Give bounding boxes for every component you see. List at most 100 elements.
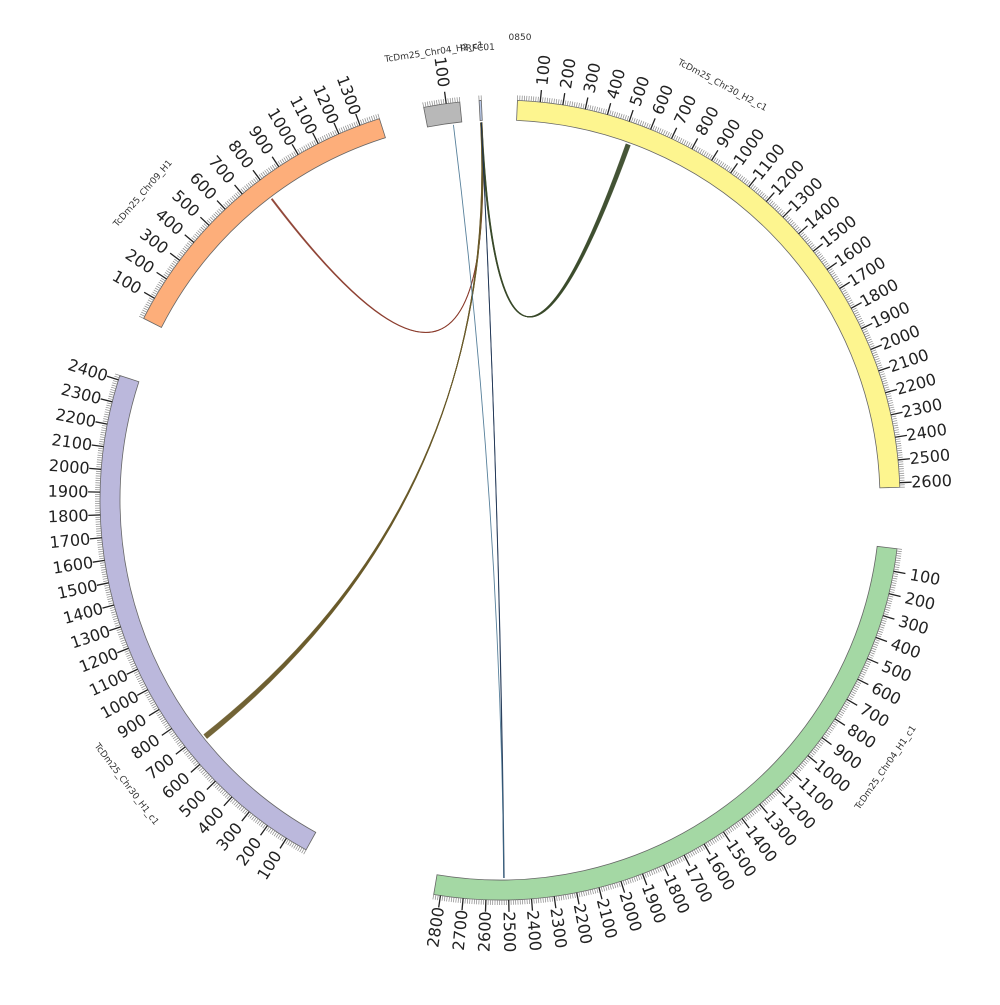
major-tick	[672, 128, 677, 139]
tick-label: 1600	[51, 553, 94, 578]
minor-tick	[816, 745, 820, 748]
minor-tick	[812, 750, 816, 753]
minor-tick	[183, 248, 187, 251]
minor-tick	[296, 845, 299, 849]
minor-tick	[887, 600, 892, 601]
minor-tick	[187, 754, 191, 757]
minor-tick	[788, 778, 792, 781]
minor-tick	[886, 394, 891, 395]
major-tick	[858, 679, 869, 684]
minor-tick	[205, 775, 209, 778]
minor-tick	[105, 590, 110, 591]
minor-tick	[747, 814, 750, 818]
minor-tick	[893, 423, 898, 424]
major-tick	[889, 594, 901, 597]
minor-tick	[803, 761, 807, 764]
minor-tick	[246, 184, 249, 188]
minor-tick	[659, 128, 661, 133]
minor-tick	[828, 728, 832, 731]
minor-tick	[696, 147, 698, 151]
minor-tick	[872, 648, 877, 650]
minor-tick	[541, 898, 542, 903]
minor-tick	[865, 663, 870, 665]
minor-tick	[623, 115, 625, 120]
tick-label: 2500	[909, 445, 951, 468]
minor-tick	[849, 695, 853, 697]
minor-tick	[636, 119, 638, 124]
minor-tick	[896, 443, 901, 444]
minor-tick	[882, 380, 887, 381]
minor-tick	[280, 160, 283, 164]
minor-tick	[574, 102, 575, 107]
minor-tick	[566, 895, 567, 900]
minor-tick	[785, 781, 789, 785]
major-tick	[851, 303, 862, 309]
minor-tick	[780, 786, 783, 790]
minor-tick	[371, 116, 373, 121]
minor-tick	[847, 298, 851, 300]
minor-tick	[369, 117, 371, 122]
minor-tick	[164, 274, 168, 277]
minor-tick	[109, 396, 114, 397]
minor-tick	[715, 159, 718, 163]
minor-tick	[890, 412, 895, 413]
minor-tick	[753, 810, 756, 814]
major-tick	[712, 150, 718, 160]
minor-tick	[644, 122, 646, 127]
minor-tick	[678, 858, 680, 862]
minor-tick	[294, 151, 297, 155]
minor-tick	[99, 556, 104, 557]
minor-tick	[179, 743, 183, 746]
minor-tick	[373, 115, 375, 120]
minor-tick	[657, 127, 659, 132]
minor-tick	[876, 361, 881, 363]
minor-tick	[284, 158, 287, 162]
minor-tick	[310, 142, 312, 146]
minor-tick	[893, 576, 898, 577]
minor-tick	[665, 131, 667, 136]
minor-tick	[137, 677, 141, 679]
minor-tick	[341, 127, 343, 132]
minor-tick	[749, 813, 752, 817]
minor-tick	[832, 274, 836, 277]
tick-label: 2000	[48, 456, 90, 478]
minor-tick	[897, 450, 902, 451]
minor-tick	[808, 241, 812, 244]
minor-tick	[202, 771, 206, 774]
minor-tick	[218, 788, 221, 792]
minor-tick	[579, 103, 580, 108]
minor-tick	[614, 883, 615, 888]
minor-tick	[836, 280, 840, 283]
minor-tick	[101, 567, 106, 568]
minor-tick	[836, 717, 840, 720]
minor-tick	[862, 671, 867, 673]
minor-tick	[873, 354, 878, 356]
minor-tick	[98, 451, 103, 452]
minor-tick	[610, 111, 611, 116]
minor-tick	[625, 115, 627, 120]
tick-label: 2400	[905, 420, 948, 445]
minor-tick	[162, 721, 166, 724]
minor-tick	[783, 783, 787, 787]
minor-tick	[838, 284, 842, 287]
minor-tick	[207, 776, 211, 779]
minor-tick	[859, 677, 863, 679]
minor-tick	[892, 580, 897, 581]
minor-tick	[312, 141, 314, 145]
minor-tick	[98, 551, 103, 552]
minor-tick	[109, 394, 114, 395]
minor-tick	[659, 867, 661, 872]
minor-tick	[890, 409, 895, 410]
minor-tick	[616, 112, 617, 117]
minor-tick	[865, 335, 870, 337]
minor-tick	[542, 97, 543, 102]
minor-tick	[234, 801, 237, 805]
minor-tick	[866, 337, 871, 339]
minor-tick	[339, 128, 341, 133]
minor-tick	[218, 209, 221, 213]
tick-label: 200	[556, 57, 580, 90]
minor-tick	[345, 126, 347, 131]
minor-tick	[567, 101, 568, 106]
tick-layer	[88, 90, 912, 912]
major-tick	[97, 583, 109, 585]
